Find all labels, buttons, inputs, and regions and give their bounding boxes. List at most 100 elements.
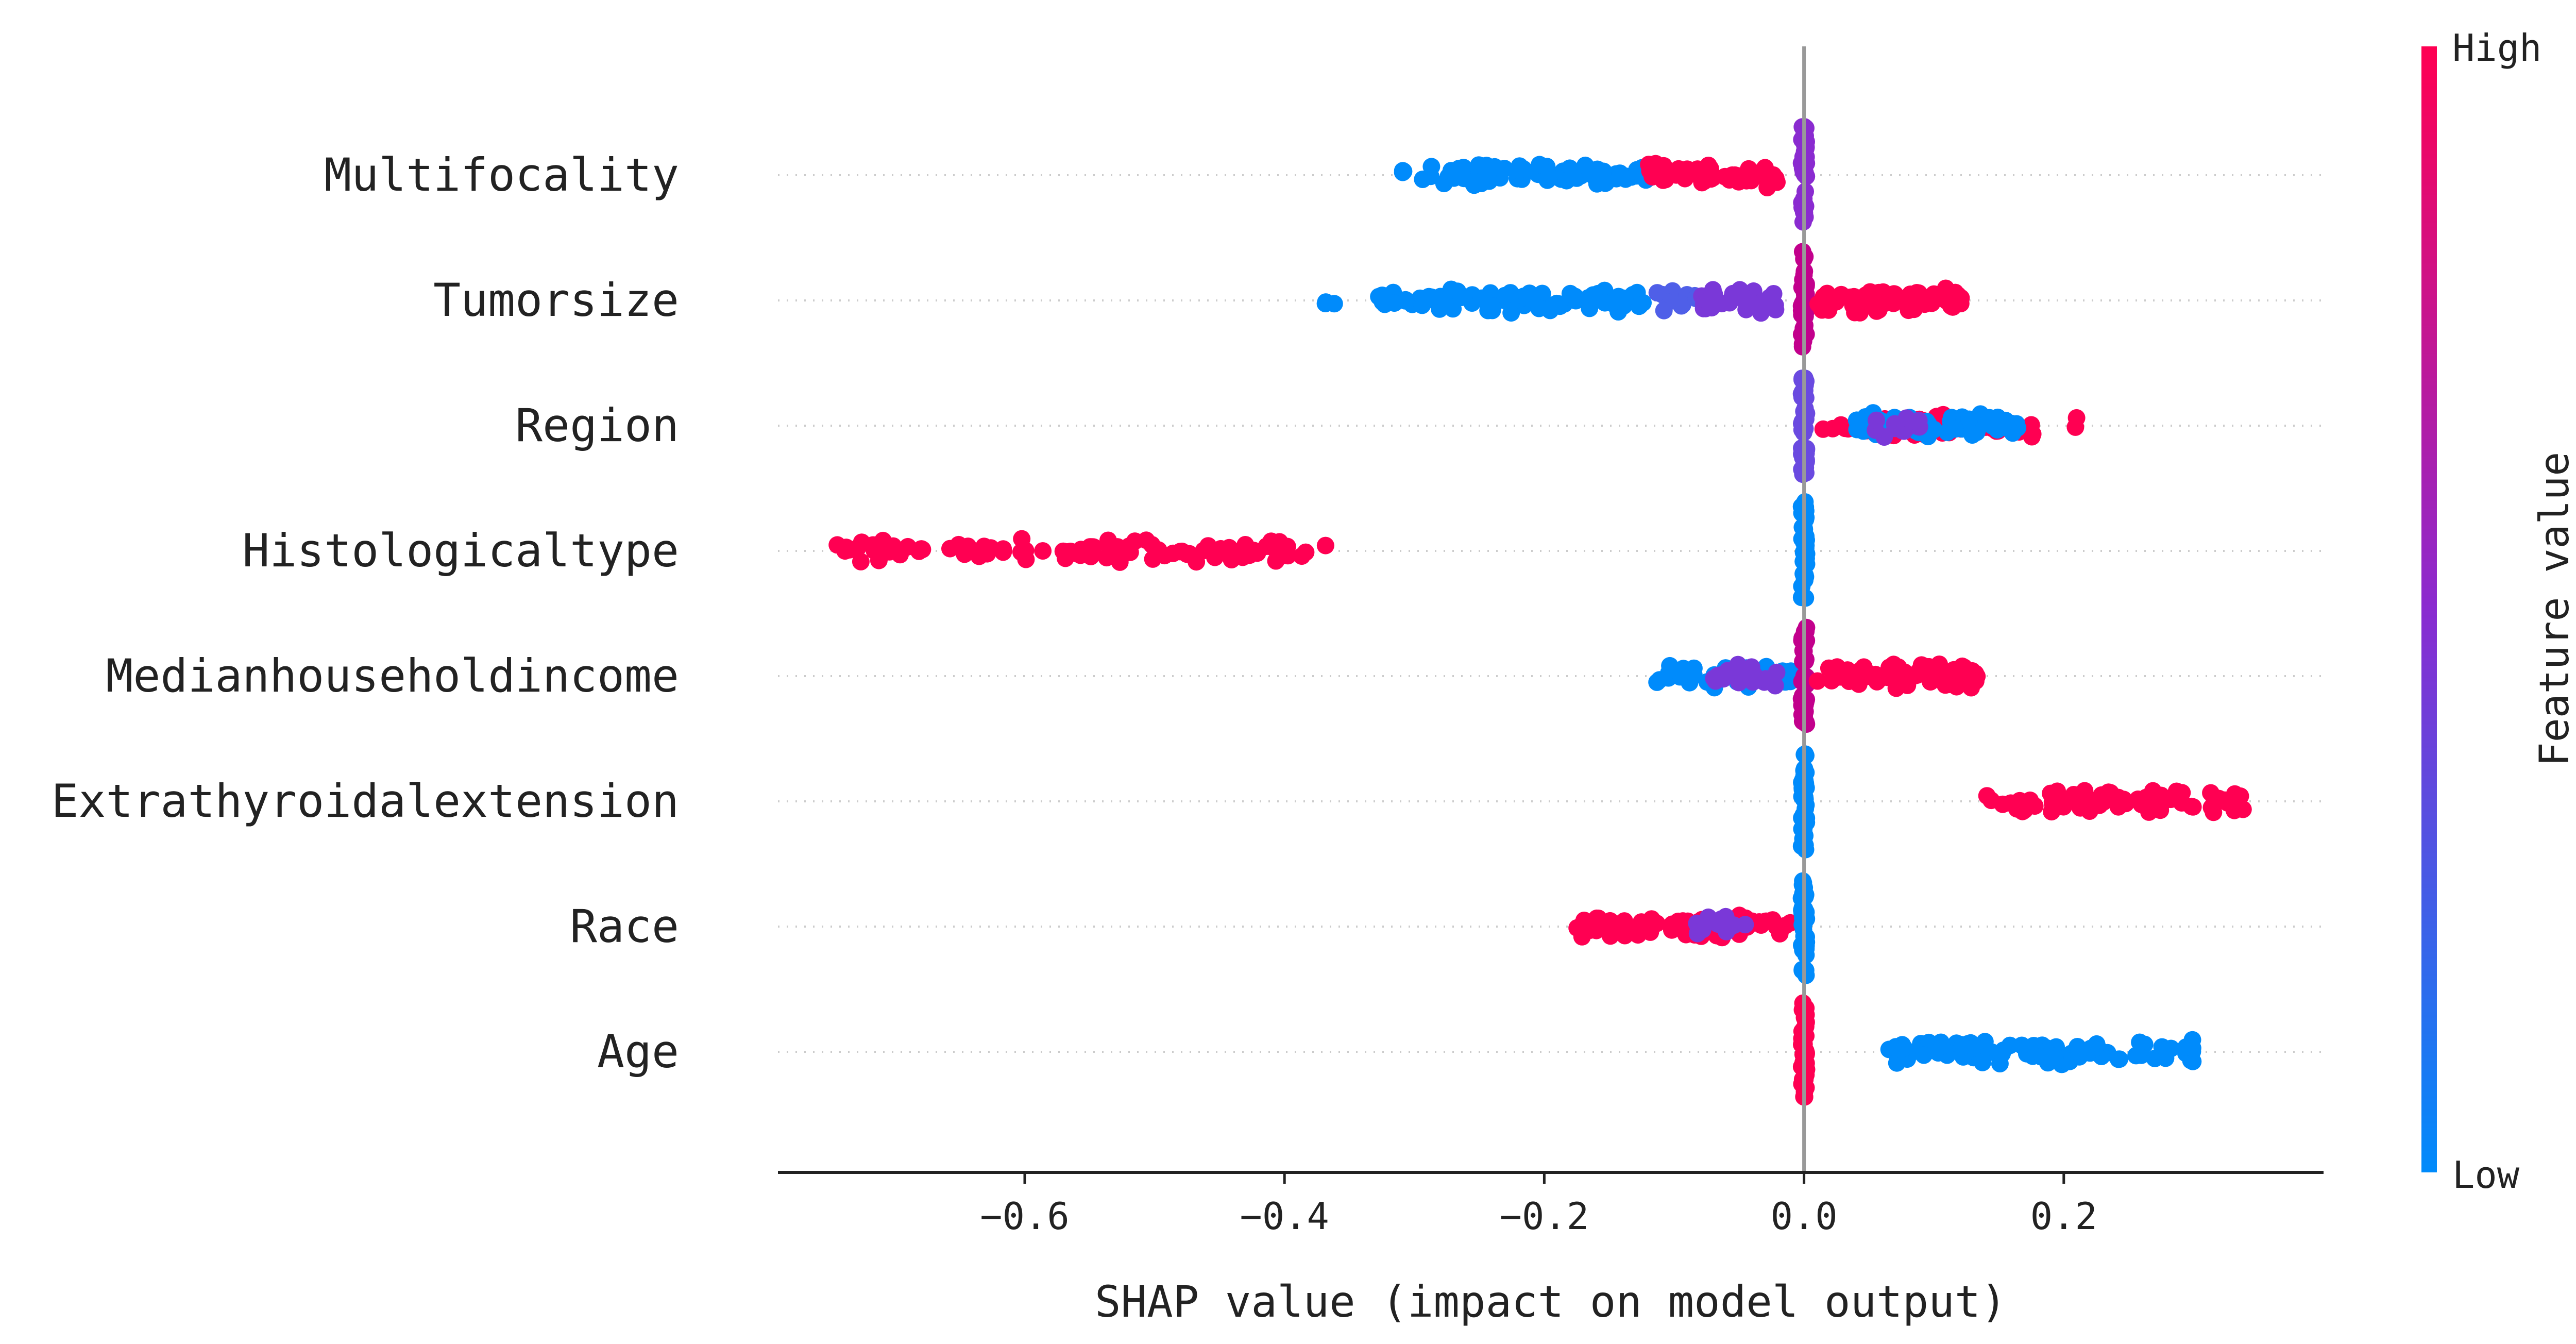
shap-point <box>1793 296 1811 314</box>
shap-point <box>2154 1046 2172 1064</box>
shap-point <box>1672 667 1690 685</box>
shap-point <box>2002 794 2020 812</box>
shap-point <box>1915 1046 1933 1064</box>
shap-point <box>1674 296 1691 314</box>
shap-point <box>1792 589 1810 607</box>
shap-point <box>1099 536 1117 554</box>
shap-point <box>1453 163 1471 181</box>
shap-point <box>1899 675 1917 693</box>
shap-point <box>1550 295 1568 313</box>
shap-point <box>2143 799 2161 816</box>
shap-point <box>1629 926 1647 944</box>
shap-point <box>1888 1054 1906 1072</box>
shap-point <box>1723 166 1741 184</box>
shap-point <box>1793 673 1811 691</box>
x-tick-label: −0.6 <box>980 1195 1069 1238</box>
shap-point <box>1814 420 1832 438</box>
shap-point <box>1601 912 1619 930</box>
x-tick-label: −0.2 <box>1500 1195 1589 1238</box>
shap-point <box>1082 538 1100 556</box>
shap-point <box>1797 796 1815 814</box>
shap-point <box>1797 1066 1815 1084</box>
shap-point <box>1832 285 1850 304</box>
shap-point <box>1881 287 1899 305</box>
shap-point <box>1486 158 1504 176</box>
shap-point <box>1530 299 1548 317</box>
shap-point <box>1815 288 1833 306</box>
shap-point <box>1832 416 1850 434</box>
shap-point <box>2177 1038 2195 1056</box>
shap-point <box>1813 301 1831 319</box>
shap-point <box>1648 284 1666 302</box>
feature-label: Medianhouseholdincome <box>106 649 679 702</box>
shap-point <box>1515 160 1532 178</box>
shap-point <box>2004 424 2022 442</box>
shap-point <box>2131 1033 2149 1051</box>
shap-point <box>1947 678 1965 696</box>
shap-point <box>2184 798 2202 816</box>
shap-point <box>1685 659 1703 677</box>
shap-point <box>1655 169 1673 186</box>
colorbar: High Low Feature value <box>2421 26 2576 1197</box>
shap-point <box>2109 798 2127 816</box>
shap-point <box>828 536 846 554</box>
colorbar-title: Feature value <box>2532 452 2576 766</box>
shap-point <box>1908 285 1926 304</box>
shap-point <box>978 545 996 563</box>
shap-point <box>1126 532 1144 550</box>
shap-point <box>1920 665 1937 683</box>
shap-point <box>1631 296 1649 314</box>
shap-point <box>1889 1040 1906 1058</box>
shap-point <box>1496 287 1514 305</box>
shap-point <box>1695 172 1713 190</box>
shap-point <box>1531 156 1549 174</box>
feature-labels: Multifocality Tumorsize Region Histological… <box>51 148 679 1078</box>
feature-label: Race <box>570 900 679 953</box>
shap-point <box>1316 536 1334 555</box>
shap-point <box>1171 543 1189 561</box>
shap-point <box>1484 297 1502 315</box>
shap-point <box>871 547 889 565</box>
shap-point <box>2066 418 2084 436</box>
shap-point <box>1968 423 1986 441</box>
shap-point <box>2110 1050 2128 1068</box>
shap-point <box>912 540 930 558</box>
shap-points <box>828 118 2252 1106</box>
shap-point <box>1798 441 1816 459</box>
feature-label: Tumorsize <box>433 274 679 327</box>
shap-point <box>1616 927 1634 945</box>
x-tick-label: 0.2 <box>2030 1195 2097 1238</box>
x-tick-label: 0.0 <box>1771 1195 1838 1238</box>
shap-point <box>1693 920 1711 938</box>
shap-point <box>1616 289 1634 307</box>
shap-point <box>1709 915 1727 933</box>
shap-point <box>2231 787 2249 805</box>
feature-label: Region <box>515 399 679 452</box>
shap-point <box>1944 298 1961 316</box>
shap-point <box>1116 544 1134 562</box>
shap-point <box>1597 174 1615 192</box>
shap-point <box>2082 1039 2100 1057</box>
shap-point <box>1472 175 1490 192</box>
shap-point <box>1946 420 1964 438</box>
shap-point <box>1963 671 1981 690</box>
shap-point <box>1730 288 1748 306</box>
shap-point <box>1749 670 1767 688</box>
shap-point <box>1655 301 1673 320</box>
shap-point <box>1422 158 1440 176</box>
x-tick-label: −0.4 <box>1240 1195 1329 1238</box>
shap-point <box>1732 663 1750 681</box>
shap-point <box>1797 549 1815 567</box>
shap-point <box>1699 292 1717 310</box>
shap-point <box>1797 509 1815 527</box>
feature-label: Age <box>597 1025 679 1078</box>
shap-point <box>1199 537 1217 555</box>
colorbar-low-label: Low <box>2452 1153 2520 1197</box>
shap-point <box>852 552 870 570</box>
shap-point <box>1974 1053 1991 1071</box>
shap-point <box>1659 669 1677 687</box>
colorbar-high-label: High <box>2452 26 2541 70</box>
shap-point <box>1278 537 1296 556</box>
shap-point <box>1820 659 1838 677</box>
